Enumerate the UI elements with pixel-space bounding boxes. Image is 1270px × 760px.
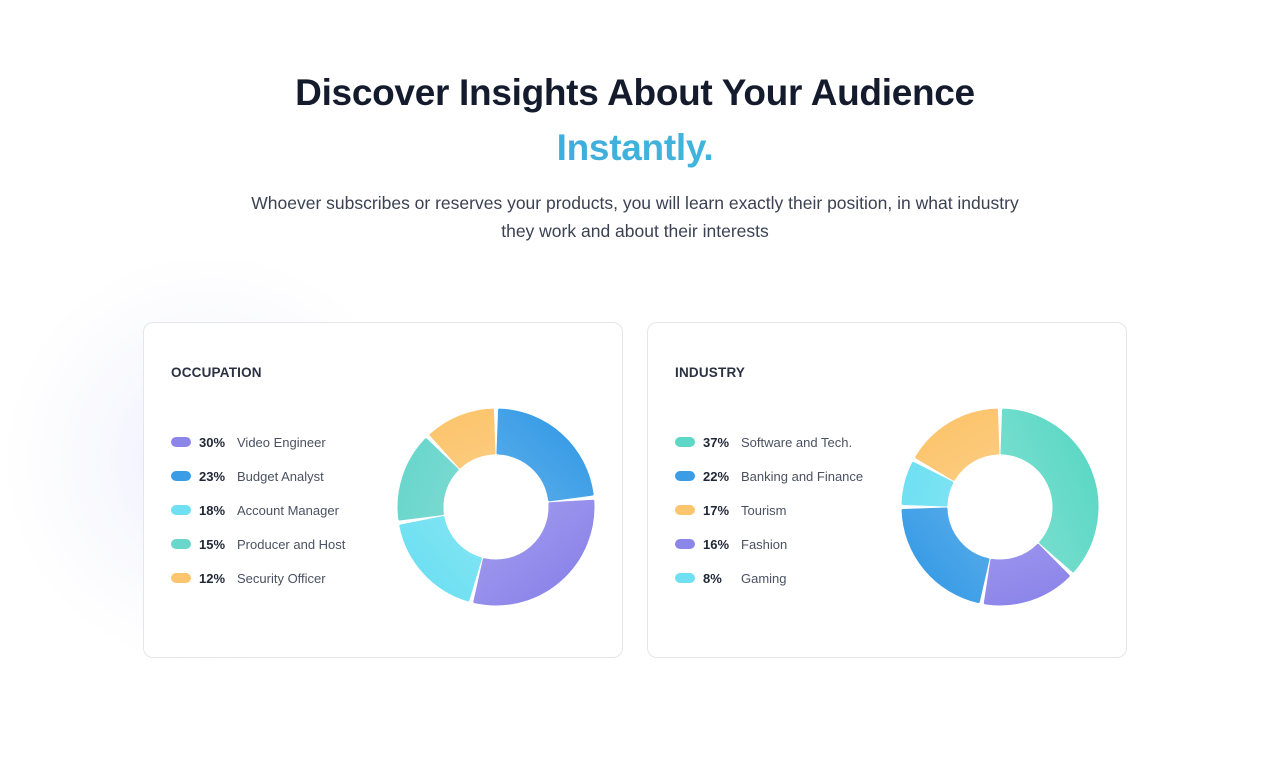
legend-swatch <box>171 505 191 515</box>
donut-slice-producer-and-host <box>397 438 459 521</box>
occupation-card-title: OCCUPATION <box>171 365 262 380</box>
donut-slice-budget-analyst <box>496 408 594 502</box>
donut-slice-security-officer <box>429 408 496 469</box>
occupation-card: OCCUPATION 30% Video Engineer 23% Budget An… <box>143 322 623 658</box>
legend-value: 22% <box>703 468 730 484</box>
legend-item-tourism: 17% Tourism <box>675 493 863 527</box>
legend-label: Producer and Host <box>237 536 346 552</box>
donut-slice-fashion <box>983 543 1070 606</box>
legend-value: 37% <box>703 434 730 450</box>
legend-item-software-and-tech: 37% Software and Tech. <box>675 425 863 459</box>
legend-item-account-manager: 18% Account Manager <box>171 493 345 527</box>
legend-item-banking-and-finance: 22% Banking and Finance <box>675 459 863 493</box>
donut-slice-account-manager <box>399 516 482 602</box>
page-title-accent-text: Instantly. <box>556 127 714 168</box>
legend-swatch <box>171 573 191 583</box>
legend-value: 17% <box>703 502 730 518</box>
page-title-accent: Instantly. <box>0 127 1270 169</box>
legend-value: 30% <box>199 434 226 450</box>
occupation-legend: 30% Video Engineer 23% Budget Analyst 18% Acc… <box>171 425 345 595</box>
donut-slice-software-and-tech <box>1000 408 1099 573</box>
legend-label: Banking and Finance <box>741 468 864 484</box>
donut-slice-gaming <box>901 461 954 507</box>
donut-slice-banking-and-finance <box>901 507 990 604</box>
legend-label: Software and Tech. <box>741 434 853 450</box>
legend-label: Budget Analyst <box>237 468 324 484</box>
legend-label: Security Officer <box>237 570 326 586</box>
page-title: Discover Insights About Your Audience <box>295 72 975 113</box>
legend-label: Account Manager <box>237 502 339 518</box>
legend-swatch <box>675 437 695 447</box>
occupation-donut-chart <box>397 408 595 606</box>
legend-swatch <box>171 539 191 549</box>
legend-swatch <box>675 539 695 549</box>
industry-donut-chart <box>901 408 1099 606</box>
legend-item-gaming: 8% Gaming <box>675 561 863 595</box>
legend-item-video-engineer: 30% Video Engineer <box>171 425 345 459</box>
page-description: Whoever subscribes or reserves your prod… <box>251 193 1019 241</box>
legend-swatch <box>675 471 695 481</box>
industry-legend: 37% Software and Tech. 22% Banking and Fina… <box>675 425 863 595</box>
legend-value: 16% <box>703 536 730 552</box>
legend-value: 23% <box>199 468 226 484</box>
legend-swatch <box>171 437 191 447</box>
legend-item-budget-analyst: 23% Budget Analyst <box>171 459 345 493</box>
legend-value: 8% <box>703 570 722 586</box>
legend-label: Gaming <box>741 570 787 586</box>
legend-swatch <box>675 505 695 515</box>
legend-label: Video Engineer <box>237 434 326 450</box>
legend-value: 15% <box>199 536 226 552</box>
industry-card: INDUSTRY 37% Software and Tech. 22% Banking… <box>647 322 1127 658</box>
legend-item-producer-and-host: 15% Producer and Host <box>171 527 345 561</box>
legend-value: 12% <box>199 570 226 586</box>
legend-label: Fashion <box>741 536 788 552</box>
legend-swatch <box>675 573 695 583</box>
legend-value: 18% <box>199 502 226 518</box>
legend-item-security-officer: 12% Security Officer <box>171 561 345 595</box>
donut-slice-tourism <box>915 408 1000 481</box>
legend-item-fashion: 16% Fashion <box>675 527 863 561</box>
donut-slice-video-engineer <box>473 499 595 606</box>
legend-label: Tourism <box>741 502 787 518</box>
industry-card-title: INDUSTRY <box>675 365 746 380</box>
legend-swatch <box>171 471 191 481</box>
